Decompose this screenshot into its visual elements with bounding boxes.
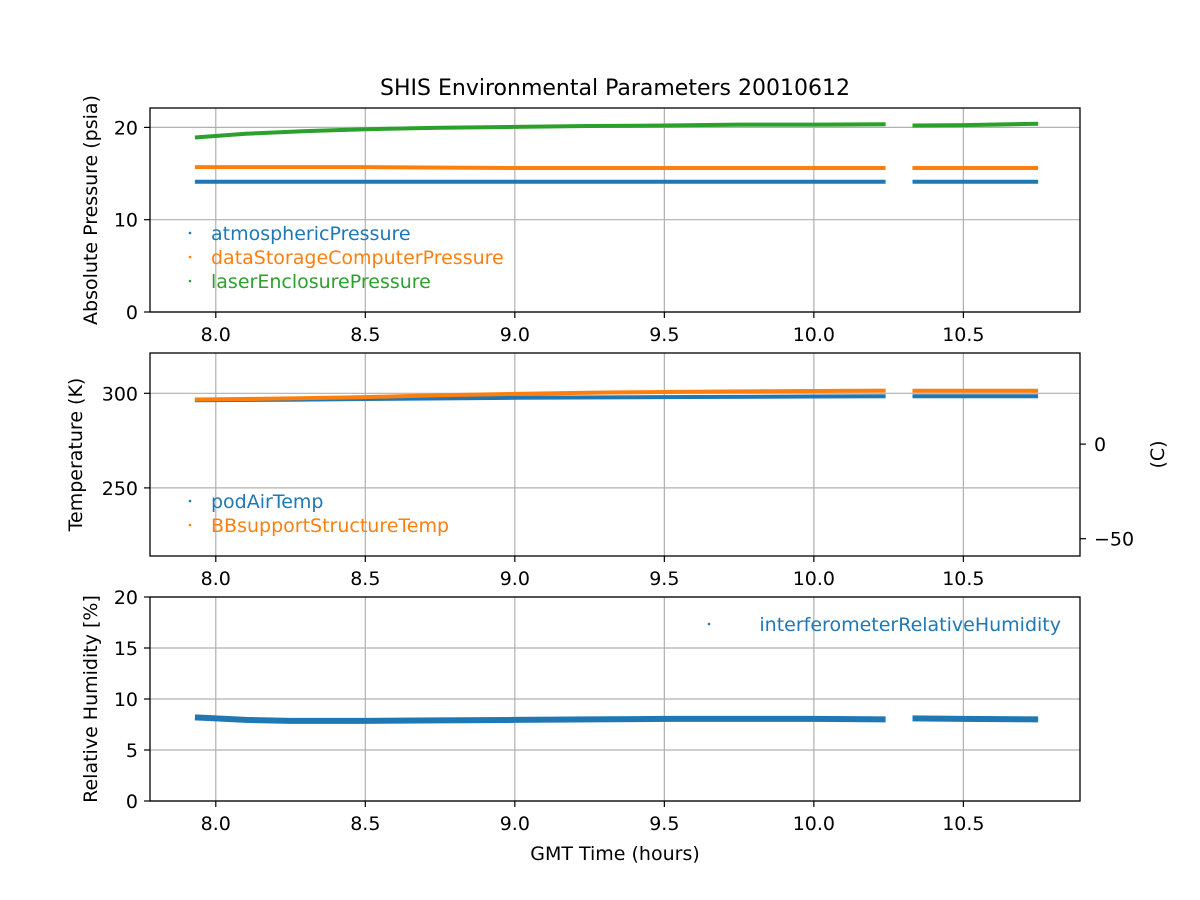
x-tick-label: 9.5 (649, 813, 679, 835)
legend-marker-dataStorageComputerPressure (188, 255, 192, 259)
x-tick-label: 9.5 (649, 568, 679, 590)
x-axis-label: GMT Time (hours) (530, 843, 700, 865)
y-axis-label: Temperature (K) (65, 378, 87, 533)
y-axis-label: Relative Humidity [%] (80, 595, 102, 803)
y-tick-label: 0 (126, 791, 138, 813)
legend-label-dataStorageComputerPressure: dataStorageComputerPressure (211, 247, 504, 269)
legend-marker-interferometerRelativeHumidity (707, 622, 711, 626)
x-tick-label: 8.5 (350, 813, 380, 835)
y-tick-label: 10 (114, 689, 138, 711)
x-tick-label: 8.0 (201, 813, 231, 835)
x-tick-label: 9.0 (500, 324, 530, 346)
y-tick-label: 0 (126, 302, 138, 324)
y-tick-label: 250 (102, 478, 138, 500)
y-tick-label: 15 (114, 638, 138, 660)
x-tick-label: 8.0 (201, 568, 231, 590)
x-tick-label: 10.5 (942, 813, 984, 835)
panel-pressure: 8.0 8.5 9.0 9.5 10.0 10.5 0 10 20 Absolute Pressu… (80, 95, 1081, 346)
x-tick-label: 8.5 (350, 568, 380, 590)
legend-label-podAirTemp: podAirTemp (211, 491, 323, 513)
legend-marker-podAirTemp (188, 499, 192, 503)
x-tick-label: 10.5 (942, 568, 984, 590)
legend-marker-atmosphericPressure (188, 231, 192, 235)
series-line-laserEnclosurePressure (194, 121, 1039, 140)
legend-marker-BBsupportStructureTemp (188, 523, 192, 527)
x-tick-label: 9.5 (649, 324, 679, 346)
series-line-interferometerRelativeHumidity (194, 714, 1039, 724)
legend-label-laserEnclosurePressure: laserEnclosurePressure (211, 271, 431, 293)
y-tick-label: 10 (114, 210, 138, 232)
x-tick-label: 10.0 (793, 568, 835, 590)
x-tick-label: 10.0 (793, 813, 835, 835)
panels: 8.0 8.5 9.0 9.5 10.0 10.5 0 10 20 Absolute Pressu… (65, 95, 1169, 835)
x-tick-label: 9.0 (500, 813, 530, 835)
legend-label-BBsupportStructureTemp: BBsupportStructureTemp (211, 515, 449, 537)
right-y-axis-label: (C) (1147, 440, 1169, 468)
y-tick-label: 300 (102, 383, 138, 405)
legend-label-interferometerRelativeHumidity: interferometerRelativeHumidity (759, 614, 1061, 636)
panel-humidity: 8.0 8.5 9.0 9.5 10.0 10.5 0 5 10 15 20 Relative Hum… (80, 587, 1081, 835)
x-tick-label: 8.0 (201, 324, 231, 346)
series-line-BBsupportStructureTemp (194, 388, 1039, 402)
x-tick-label: 10.5 (942, 324, 984, 346)
x-tick-label: 9.0 (500, 568, 530, 590)
x-tick-label: 10.0 (793, 324, 835, 346)
y-tick-label: 20 (114, 587, 138, 609)
y-tick-label: 20 (114, 117, 138, 139)
x-tick-label: 8.5 (350, 324, 380, 346)
legend-label-atmosphericPressure: atmosphericPressure (211, 223, 411, 245)
axes-frame (149, 352, 1081, 557)
right-y-tick-label: 0 (1094, 434, 1106, 456)
panel-temperature: 8.0 8.5 9.0 9.5 10.0 10.5 250 300 Temperature (K… (65, 352, 1169, 590)
chart-title: SHIS Environmental Parameters 20010612 (380, 76, 850, 101)
right-y-tick-label: −50 (1094, 529, 1134, 551)
y-axis-label: Absolute Pressure (psia) (80, 95, 102, 325)
y-tick-label: 5 (126, 740, 138, 762)
legend-marker-laserEnclosurePressure (188, 279, 192, 283)
axes-frame (149, 107, 1081, 313)
series-line-dataStorageComputerPressure (194, 165, 1039, 170)
